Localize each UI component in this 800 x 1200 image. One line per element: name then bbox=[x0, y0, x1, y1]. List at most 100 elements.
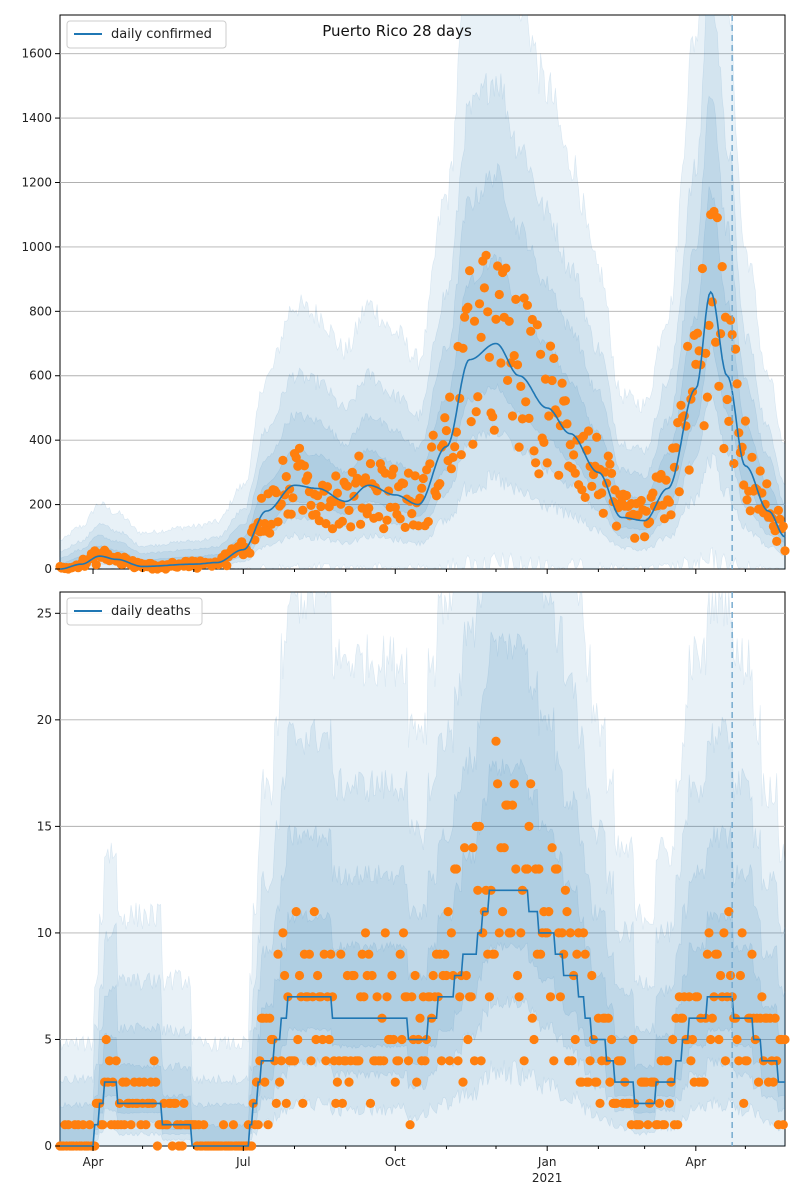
data-point bbox=[539, 437, 549, 447]
data-point bbox=[534, 864, 544, 874]
data-point bbox=[331, 471, 341, 481]
data-point bbox=[499, 843, 509, 853]
data-point bbox=[611, 1098, 622, 1108]
data-point bbox=[560, 396, 571, 406]
data-point bbox=[468, 843, 478, 853]
data-point bbox=[149, 1056, 159, 1066]
data-point bbox=[488, 412, 498, 422]
uncertainty-band bbox=[59, 758, 786, 1147]
data-point bbox=[436, 1056, 447, 1066]
data-point bbox=[554, 470, 564, 480]
data-point bbox=[179, 1098, 189, 1108]
data-point bbox=[712, 949, 722, 959]
data-point bbox=[445, 1056, 455, 1066]
data-point bbox=[686, 1056, 696, 1066]
data-point bbox=[304, 949, 314, 959]
data-point bbox=[755, 466, 765, 476]
data-point bbox=[390, 502, 400, 512]
data-point bbox=[555, 992, 566, 1002]
data-point bbox=[605, 459, 615, 469]
data-point bbox=[567, 1056, 577, 1066]
data-point bbox=[702, 392, 713, 402]
data-point bbox=[474, 299, 485, 309]
data-point bbox=[720, 1056, 731, 1066]
data-point bbox=[483, 307, 493, 317]
data-point bbox=[293, 1034, 303, 1045]
data-point bbox=[298, 505, 308, 515]
data-point bbox=[395, 949, 405, 959]
data-point bbox=[704, 928, 714, 938]
data-point bbox=[565, 928, 575, 938]
data-point bbox=[448, 970, 458, 981]
confirmed-legend: daily confirmed bbox=[66, 20, 227, 49]
data-point bbox=[364, 949, 374, 959]
y-tick-label: 600 bbox=[29, 369, 52, 383]
data-point bbox=[501, 263, 511, 273]
data-point bbox=[398, 479, 409, 489]
confirmed-y-ticks: 0 200 400 600 800 1000 1200 1400 1600 bbox=[21, 47, 60, 576]
data-point bbox=[517, 414, 528, 424]
deaths-legend: daily deaths bbox=[66, 597, 203, 626]
data-point bbox=[346, 522, 356, 532]
data-point bbox=[778, 521, 788, 532]
data-point bbox=[398, 928, 409, 938]
data-point bbox=[427, 442, 437, 452]
data-point bbox=[560, 885, 571, 895]
y-tick-label: 25 bbox=[37, 606, 52, 620]
data-point bbox=[719, 443, 729, 454]
data-point bbox=[648, 488, 658, 498]
data-point bbox=[473, 392, 483, 402]
data-point bbox=[278, 455, 288, 465]
data-point bbox=[707, 1013, 717, 1023]
data-point bbox=[762, 479, 772, 489]
data-point bbox=[336, 949, 346, 959]
data-point bbox=[628, 1034, 638, 1045]
data-point bbox=[676, 400, 686, 410]
data-point bbox=[616, 1056, 627, 1066]
data-point bbox=[468, 439, 478, 449]
data-point bbox=[780, 546, 790, 556]
data-point bbox=[418, 473, 428, 484]
data-point bbox=[506, 928, 516, 938]
data-point bbox=[397, 1034, 407, 1045]
data-point bbox=[431, 491, 442, 501]
data-point bbox=[640, 532, 650, 542]
data-point bbox=[711, 337, 721, 347]
data-point bbox=[643, 1120, 653, 1130]
data-point bbox=[440, 413, 450, 423]
deaths-panel: 0 5 10 15 20 25 daily deaths bbox=[37, 591, 790, 1153]
data-point bbox=[273, 517, 283, 527]
data-point bbox=[403, 1056, 414, 1066]
data-point bbox=[394, 1056, 404, 1066]
data-point bbox=[668, 1034, 678, 1045]
data-point bbox=[605, 1077, 615, 1087]
data-point bbox=[247, 1141, 257, 1151]
data-point bbox=[780, 1034, 790, 1045]
data-point bbox=[291, 907, 301, 917]
deaths-plot-frame bbox=[59, 591, 786, 1147]
data-point bbox=[413, 521, 423, 531]
data-point bbox=[592, 1077, 602, 1087]
data-point bbox=[306, 1056, 316, 1066]
data-point bbox=[451, 427, 461, 437]
data-point bbox=[349, 970, 359, 981]
data-point bbox=[562, 907, 572, 917]
data-point bbox=[674, 487, 684, 497]
confirmed-line bbox=[59, 290, 786, 570]
data-point bbox=[661, 475, 671, 485]
data-point bbox=[435, 479, 445, 489]
data-point bbox=[306, 500, 316, 510]
data-point bbox=[572, 949, 582, 959]
data-point bbox=[664, 497, 675, 507]
data-point bbox=[536, 949, 546, 959]
data-point bbox=[420, 1056, 430, 1066]
data-point bbox=[365, 459, 376, 469]
y-tick-label: 1200 bbox=[21, 175, 52, 189]
data-point bbox=[727, 329, 737, 340]
data-point bbox=[580, 492, 590, 502]
data-point bbox=[400, 522, 410, 533]
data-point bbox=[445, 392, 455, 402]
data-point bbox=[760, 499, 770, 509]
data-point bbox=[702, 949, 713, 959]
data-point bbox=[679, 411, 689, 421]
